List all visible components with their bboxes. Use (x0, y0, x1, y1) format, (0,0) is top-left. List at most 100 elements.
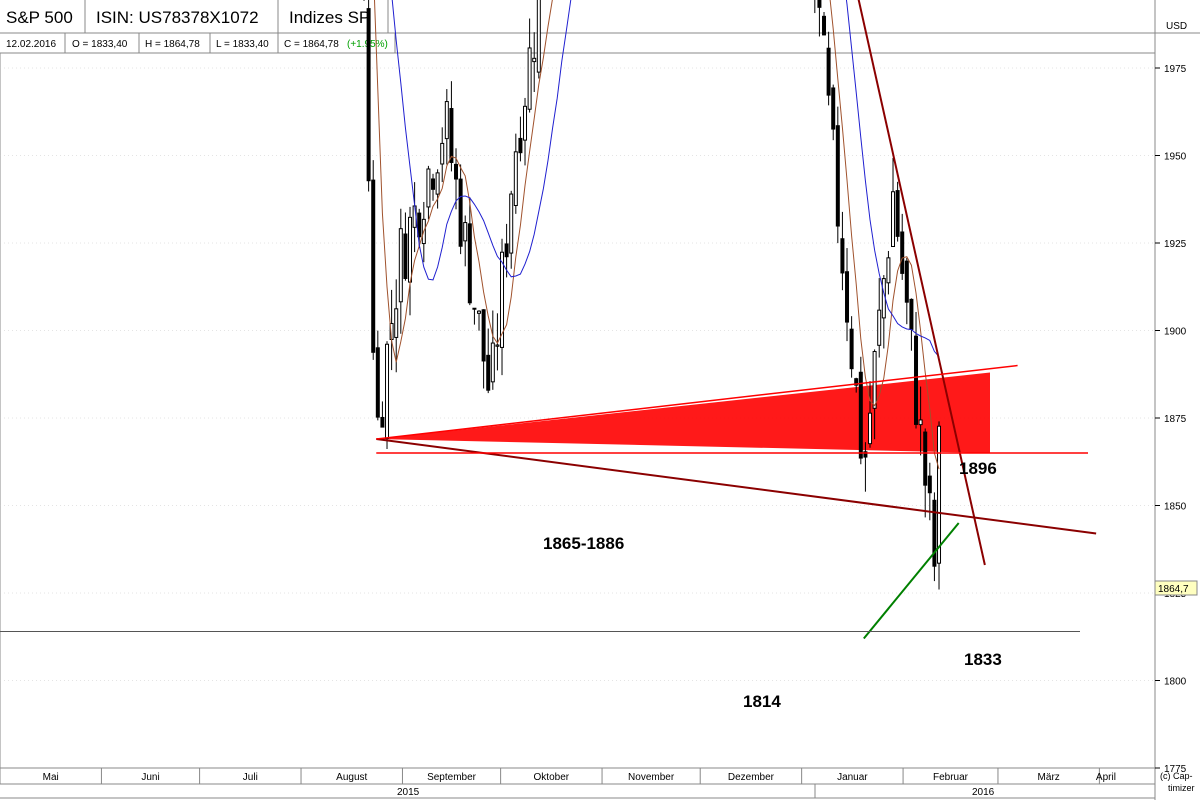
ma-short-line (374, 0, 940, 470)
y-tick-label: 1975 (1164, 64, 1187, 75)
candle-body (380, 416, 385, 428)
y-axis: USD 177518001825185018751900192519501975… (1154, 0, 1187, 800)
candle-body (872, 351, 877, 409)
month-label: Dezember (728, 772, 775, 783)
candle-body (854, 378, 859, 386)
candle-body (449, 108, 454, 163)
candle-body (932, 499, 937, 567)
currency-label: USD (1166, 21, 1187, 32)
trend-lines-layer (0, 0, 1097, 640)
candle-body (845, 271, 850, 323)
falling-resistance-line (857, 0, 986, 566)
y-tick-label: 1775 (1164, 764, 1187, 775)
candle-body (923, 431, 928, 486)
candle-body (914, 335, 919, 425)
month-label: Januar (837, 772, 868, 783)
year-label-2015: 2015 (397, 787, 420, 798)
month-label: Oktober (534, 772, 570, 783)
year-label-2016: 2016 (972, 787, 995, 798)
candle-body (435, 172, 440, 195)
candle-body (877, 309, 882, 346)
candle-body (504, 243, 509, 258)
candle-body (840, 238, 845, 274)
candle-body (481, 309, 486, 362)
rising-support-line (863, 522, 960, 640)
date-label: 12.02.2016 (6, 39, 56, 50)
candle-body (366, 8, 371, 182)
candle-body (454, 163, 459, 180)
month-label: Juni (141, 772, 159, 783)
copyright-line-1: (c) Cap- (1160, 771, 1193, 781)
candle-body (444, 101, 449, 140)
candle-body (467, 223, 472, 304)
candle-body (440, 142, 445, 165)
candle-body (385, 343, 390, 439)
candle-body (509, 193, 514, 254)
annotation-1896: 1896 (959, 459, 997, 478)
isin-label: ISIN: US78378X1072 (96, 8, 259, 27)
candle-body (477, 310, 482, 314)
candle-body (375, 347, 380, 418)
month-label: September (427, 772, 477, 783)
candle-body (417, 212, 422, 238)
candle-body (472, 307, 477, 310)
candle-body (371, 179, 376, 353)
moving-averages-layer (374, 0, 940, 470)
month-label: Mai (43, 772, 59, 783)
copyright-line-2: timizer (1168, 783, 1195, 793)
y-tick-label: 1800 (1164, 677, 1187, 688)
candle-body (822, 15, 827, 36)
y-tick-label: 1925 (1164, 239, 1187, 250)
candle-body (849, 328, 854, 370)
long-support-line (376, 438, 1097, 535)
resistance-zone-layer (376, 372, 990, 453)
symbol-label: S&P 500 (6, 8, 73, 27)
candle-body (463, 222, 468, 242)
candle-body (835, 125, 840, 227)
candle-body (918, 419, 923, 426)
open-label: O = 1833,40 (72, 39, 128, 50)
wedge-upper-line (376, 364, 1018, 440)
resistance-zone (376, 372, 990, 453)
candle-body (895, 190, 900, 237)
candle-body (826, 47, 831, 96)
candle-body (431, 178, 436, 190)
month-label: November (628, 772, 675, 783)
candle-body (527, 47, 532, 110)
month-label: August (336, 772, 367, 783)
current-price-label: 1864,7 (1158, 584, 1189, 595)
candle-body (937, 425, 942, 564)
candle-body (532, 57, 537, 63)
candle-body (891, 191, 896, 247)
candle-body (868, 412, 873, 445)
candle-body (398, 228, 403, 303)
candle-body (886, 257, 891, 284)
high-label: H = 1864,78 (145, 39, 200, 50)
y-tick-label: 1950 (1164, 152, 1187, 163)
candle-body (817, 0, 822, 8)
candle-body (490, 342, 495, 383)
annotation-1865-1886: 1865-1886 (543, 534, 624, 553)
candle-body (518, 137, 523, 154)
low-label: L = 1833,40 (216, 39, 269, 50)
candle-body (458, 178, 463, 247)
copyright: (c) Cap- timizer (1160, 771, 1195, 793)
candle-body (500, 251, 505, 348)
candle-body (486, 354, 491, 391)
annotation-1814: 1814 (743, 692, 781, 711)
ma-medium-line (391, 0, 940, 358)
current-price-tag: 1864,7 (1154, 580, 1198, 596)
close-label: C = 1864,78 (284, 39, 339, 50)
candle-body (523, 105, 528, 141)
month-label: April (1096, 772, 1116, 783)
month-label: März (1038, 772, 1060, 783)
month-label: Februar (933, 772, 969, 783)
candle-body (863, 451, 868, 458)
exchange-label: Indizes SP (289, 8, 370, 27)
y-tick-label: 1850 (1164, 502, 1187, 513)
candle-body (909, 298, 914, 330)
annotation-1833: 1833 (964, 650, 1002, 669)
candle-body (858, 371, 863, 459)
candle-body (495, 344, 500, 347)
